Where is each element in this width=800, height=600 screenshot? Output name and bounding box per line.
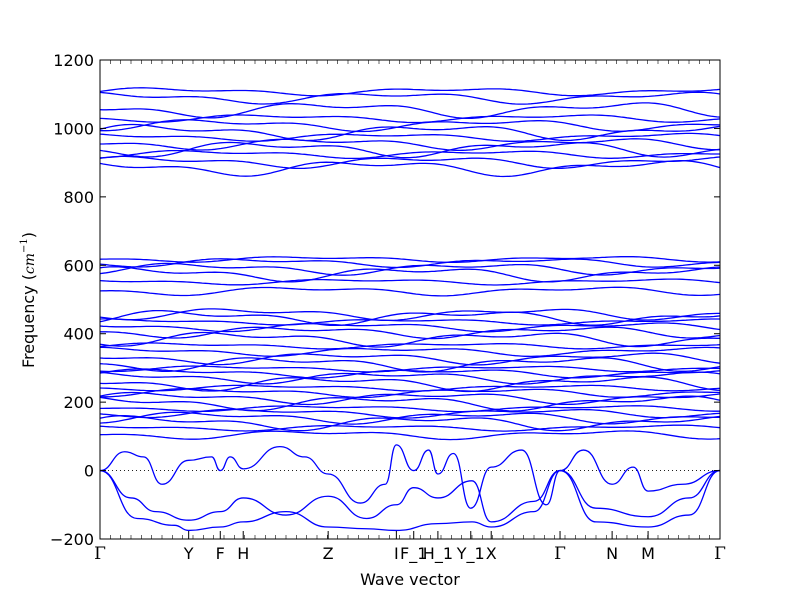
band-line	[99, 266, 721, 283]
band-lines	[99, 87, 721, 532]
y-axis-label: Frequency (cm−1)	[19, 232, 38, 368]
band-line	[99, 318, 720, 326]
band-line	[99, 123, 721, 142]
x-tick-label: F	[216, 544, 225, 563]
y-tick-label: 200	[63, 393, 94, 412]
band-line	[99, 87, 721, 97]
band-line	[99, 411, 720, 425]
band-line	[99, 91, 721, 105]
band-line	[99, 376, 721, 393]
band-line	[99, 408, 721, 419]
band-line	[99, 365, 721, 373]
x-tick-label: Γ	[94, 544, 106, 564]
band-line	[99, 430, 721, 441]
x-tick-label: Z	[323, 544, 334, 563]
band-line	[99, 368, 721, 379]
band-line	[99, 391, 721, 406]
axis-ticks: −200 0 200 400 600 800 1000 1200 Γ Y F H Z I F_1H_1 Y_1…	[50, 51, 726, 564]
plot-area	[100, 60, 720, 539]
band-line	[99, 371, 721, 385]
band-line	[100, 119, 721, 133]
acoustic-branch	[99, 444, 721, 509]
band-line	[99, 395, 721, 412]
band-line	[100, 326, 721, 340]
band-line	[99, 149, 720, 160]
acoustic-branch	[99, 469, 721, 523]
x-tick-label: N	[606, 544, 618, 563]
y-tick-label: −200	[50, 530, 94, 549]
x-tick-label: I	[394, 544, 399, 563]
x-tick-label: Y_1	[456, 544, 485, 564]
y-tick-label: 600	[63, 256, 94, 275]
x-tick-label: M	[641, 544, 655, 563]
y-axis-label-suffix: )	[19, 232, 38, 238]
x-tick-label: X	[486, 544, 497, 563]
band-line	[99, 424, 721, 432]
band-line	[99, 278, 721, 286]
band-line	[100, 138, 720, 152]
band-line	[99, 352, 721, 366]
band-line	[99, 160, 721, 178]
band-line	[99, 155, 721, 170]
band-line	[100, 388, 721, 399]
y-tick-label: 1000	[53, 119, 94, 138]
band-line	[99, 262, 721, 276]
band-line	[99, 286, 721, 297]
y-tick-label: 0	[84, 462, 94, 481]
x-tick-label: Γ	[554, 544, 566, 564]
acoustic-branch	[99, 469, 721, 532]
band-line	[99, 256, 721, 264]
band-line	[100, 346, 721, 358]
band-line	[99, 308, 720, 322]
y-tick-label: 1200	[53, 51, 94, 70]
band-line	[99, 342, 721, 350]
band-line	[99, 384, 721, 392]
band-line	[99, 114, 721, 124]
band-line	[99, 258, 721, 269]
band-line	[99, 132, 721, 142]
y-axis-label-exp: −1	[19, 238, 30, 253]
band-line	[99, 331, 720, 348]
y-tick-label: 400	[63, 325, 94, 344]
y-axis-label-unit: cm	[22, 253, 38, 274]
y-axis-label-prefix: Frequency (	[19, 274, 38, 368]
plot-frame	[99, 59, 721, 540]
band-line	[99, 322, 721, 333]
x-tick-label: F_1	[400, 544, 427, 564]
x-axis-label: Wave vector	[360, 570, 460, 589]
band-line	[99, 141, 721, 159]
x-tick-label: H_1	[423, 544, 453, 564]
band-line	[99, 309, 721, 327]
x-tick-label: Y	[183, 544, 194, 563]
y-tick-label: 800	[63, 188, 94, 207]
x-tick-label: H	[237, 544, 249, 563]
band-line	[99, 415, 721, 432]
x-tick-label: Γ	[714, 544, 726, 564]
